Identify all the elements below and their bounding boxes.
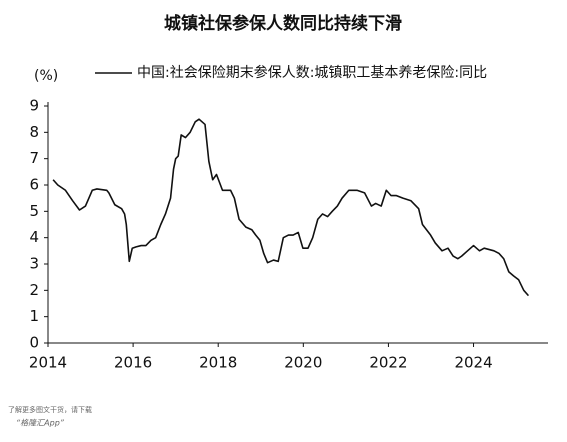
y-tick-label: 6 bbox=[29, 176, 39, 194]
annotation: “格隆汇App” bbox=[16, 419, 65, 428]
y-tick-label: 1 bbox=[29, 307, 39, 325]
y-tick-label: 4 bbox=[29, 228, 39, 246]
x-tick-label: 2024 bbox=[454, 354, 492, 372]
y-tick-label: 3 bbox=[29, 255, 39, 273]
legend-label: 中国:社会保险期末参保人数:城镇职工基本养老保险:同比 bbox=[137, 65, 488, 81]
chart-title: 城镇社保参保人数同比持续下滑 bbox=[164, 13, 402, 34]
x-tick-label: 2014 bbox=[29, 354, 67, 372]
annotation: 了解更多图文干货，请下载 bbox=[8, 405, 92, 414]
x-tick-label: 2020 bbox=[284, 354, 322, 372]
y-tick-label: 9 bbox=[29, 97, 39, 115]
x-tick-label: 2018 bbox=[199, 354, 237, 372]
y-tick-label: 2 bbox=[29, 281, 39, 299]
y-tick-label: 7 bbox=[29, 149, 39, 167]
y-axis-label: (%) bbox=[34, 68, 58, 84]
x-tick-label: 2022 bbox=[369, 354, 407, 372]
y-tick-label: 0 bbox=[29, 334, 39, 352]
y-tick-label: 5 bbox=[29, 202, 39, 220]
data-line bbox=[52, 118, 530, 297]
y-tick-label: 8 bbox=[29, 123, 39, 141]
x-tick-label: 2016 bbox=[114, 354, 152, 372]
